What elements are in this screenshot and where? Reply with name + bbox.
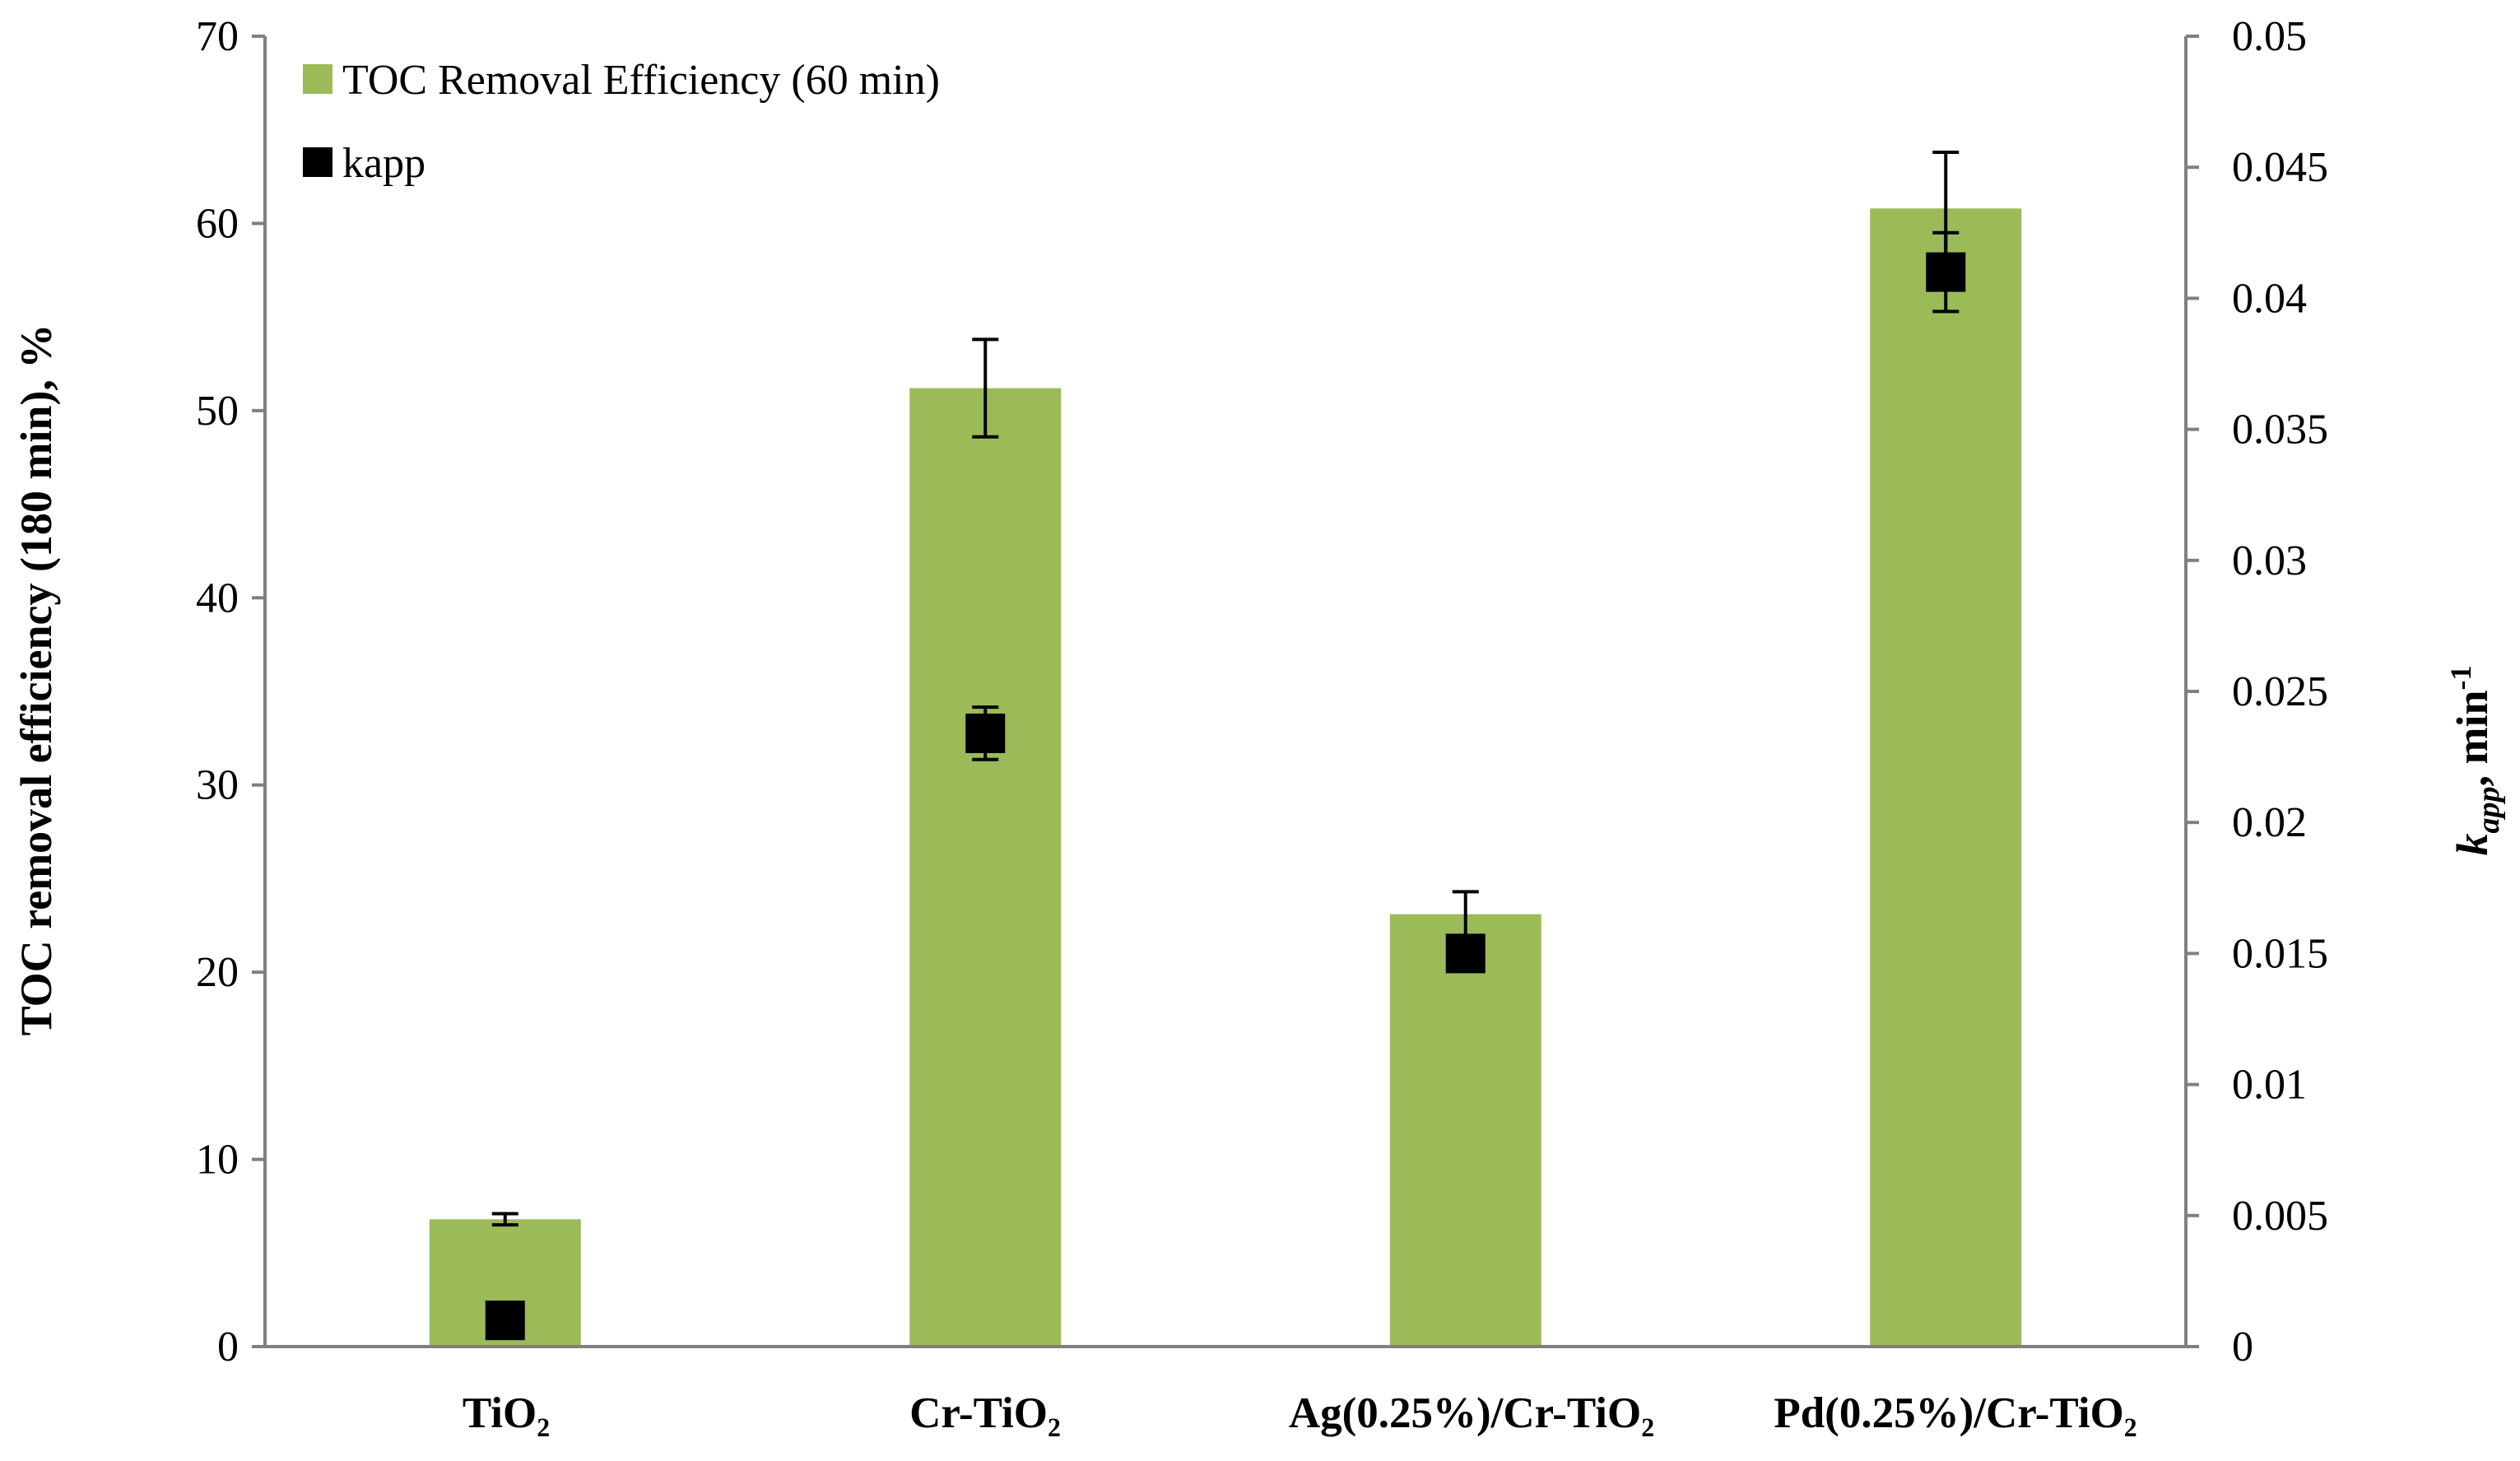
- y2-axis-title-base: k: [2448, 834, 2497, 856]
- y2-tick-label: 0.035: [2232, 407, 2328, 454]
- y-tick-label: 0: [217, 1324, 239, 1370]
- legend-label-kapp: kapp: [342, 140, 425, 187]
- y-tick-label: 40: [196, 575, 239, 621]
- y2-tick-label: 0.02: [2232, 799, 2307, 846]
- legend-label-toc: TOC Removal Efficiency (60 min): [342, 57, 940, 104]
- left-ticks-group: 0 10 20 30 40 50 60 70: [196, 13, 265, 1370]
- y2-tick-label: 0.03: [2232, 537, 2307, 584]
- bar-toc-2: [909, 388, 1062, 1347]
- y-tick-label: 10: [196, 1137, 239, 1184]
- y2-axis-title: kapp, min-1: [2444, 665, 2506, 855]
- y2-tick-label: 0.05: [2232, 13, 2307, 60]
- x-category-label-3: Ag(0.25%)/Cr-TiO₂: [1289, 1389, 1654, 1437]
- y2-axis-title-superscript: -1: [2444, 665, 2477, 690]
- y2-tick-label: 0.01: [2232, 1062, 2307, 1109]
- y-axis-title: TOC removal efficiency (180 min), %: [12, 324, 61, 1036]
- marker-kapp-4: [1926, 252, 1966, 292]
- bar-toc-3: [1389, 914, 1541, 1347]
- y-tick-label: 70: [196, 13, 239, 60]
- bars-group: [429, 208, 2022, 1347]
- y2-tick-label: 0.025: [2232, 668, 2328, 715]
- x-category-label-1: TiO₂: [463, 1389, 550, 1437]
- y2-tick-label: 0.005: [2232, 1193, 2328, 1240]
- y2-axis-title-subscript: app: [2471, 787, 2506, 834]
- bar-error-bars-group: [491, 151, 1960, 1227]
- y-tick-label: 30: [196, 762, 239, 809]
- y2-tick-label: 0.045: [2232, 144, 2328, 191]
- category-labels-group: TiO₂ Cr-TiO₂ Ag(0.25%)/Cr-TiO₂ Pd(0.25%)/Cr…: [463, 1389, 2137, 1437]
- legend-swatch-kapp: [303, 147, 332, 177]
- y2-tick-label: 0: [2232, 1324, 2253, 1370]
- y2-tick-label: 0.015: [2232, 930, 2328, 977]
- legend: TOC Removal Efficiency (60 min) kapp: [303, 57, 940, 187]
- marker-kapp-3: [1445, 933, 1485, 974]
- legend-swatch-toc: [303, 64, 332, 94]
- y-tick-label: 50: [196, 388, 239, 435]
- marker-kapp-2: [965, 713, 1006, 753]
- y2-axis-title-suffix: , min: [2448, 690, 2497, 786]
- x-category-label-2: Cr-TiO₂: [909, 1389, 1061, 1437]
- kapp-markers-group: [485, 230, 1966, 1341]
- bar-toc-4: [1870, 208, 2022, 1347]
- y-tick-label: 20: [196, 949, 239, 996]
- x-category-label-4: Pd(0.25%)/Cr-TiO₂: [1774, 1389, 2136, 1437]
- y2-tick-label: 0.04: [2232, 275, 2307, 322]
- marker-kapp-1: [485, 1300, 525, 1341]
- y-tick-label: 60: [196, 200, 239, 247]
- right-ticks-group: 0 0.005 0.01 0.015 0.02 0.025 0.03 0.035 0.04 0.0…: [2186, 13, 2328, 1370]
